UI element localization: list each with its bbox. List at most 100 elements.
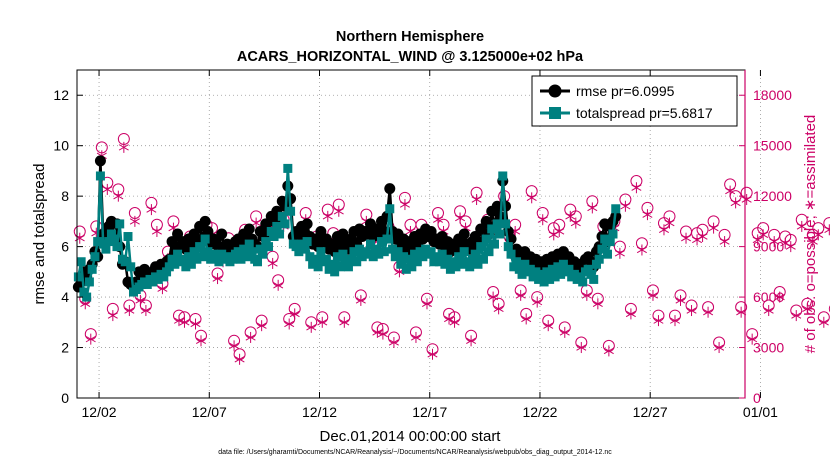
asterisk-stroke	[432, 216, 444, 223]
asterisk-stroke	[355, 297, 366, 304]
totalspread-point	[206, 254, 216, 264]
asterisk-stroke	[85, 335, 96, 343]
totalspread-point	[142, 279, 152, 289]
totalspread-point	[308, 259, 318, 269]
obs-assimilated-point	[85, 333, 96, 345]
asterisk-stroke	[796, 223, 807, 230]
totalspread-point	[412, 257, 422, 267]
rmse-point	[315, 225, 327, 237]
totalspread-point	[426, 247, 436, 257]
totalspread-point	[600, 234, 610, 244]
totalspread-point	[186, 259, 196, 269]
totalspread-point	[211, 252, 221, 262]
asterisk-stroke	[322, 213, 333, 220]
totalspread-point	[501, 219, 511, 229]
totalspread-point	[487, 224, 497, 234]
rmse-point	[425, 225, 437, 237]
obs-assimilated-point	[432, 214, 444, 226]
obs-assimilated-point	[124, 305, 135, 317]
totalspread-point	[109, 234, 119, 244]
obs-assimilated-point	[322, 210, 333, 222]
totalspread-point	[294, 247, 304, 257]
totalspread-point	[418, 252, 428, 262]
rmse-point	[243, 223, 255, 235]
rmse-point	[384, 183, 396, 195]
asterisk-stroke	[102, 186, 113, 193]
obs-assimilated-point	[488, 291, 499, 303]
asterisk-stroke	[151, 228, 162, 235]
obs-assimilated-point	[631, 182, 642, 194]
totalspread-point	[503, 242, 513, 252]
totalspread-point	[275, 229, 285, 239]
asterisk-stroke	[273, 282, 284, 289]
asterisk-stroke	[791, 312, 802, 319]
totalspread-point	[332, 252, 342, 262]
asterisk-stroke	[333, 208, 344, 215]
obs-assimilated-point	[714, 342, 725, 354]
totalspread-point	[310, 254, 320, 264]
asterisk-stroke	[603, 347, 614, 355]
totalspread-point	[429, 257, 439, 267]
totalspread-point	[214, 257, 224, 267]
obs-assimilated-point	[686, 305, 697, 317]
totalspread-point	[528, 272, 538, 282]
rmse-point	[172, 228, 184, 240]
obs-assimilated-point	[565, 210, 576, 222]
obs-assimilated-point	[581, 289, 592, 301]
obs-assimilated-point	[102, 183, 113, 195]
totalspread-point	[269, 232, 279, 242]
obs-assimilated-point	[173, 315, 184, 327]
asterisk-stroke	[587, 204, 598, 212]
obs-assimilated-point	[730, 197, 741, 209]
obs-assimilated-point	[267, 257, 278, 269]
totalspread-point	[456, 259, 466, 269]
rmse-point	[469, 231, 481, 243]
totalspread-point	[305, 252, 315, 262]
totalspread-point	[542, 267, 552, 277]
totalspread-point	[602, 249, 612, 259]
obs-assimilated-point	[653, 315, 664, 327]
y-left-tick-label: 4	[61, 289, 69, 305]
obs-assimilated-point	[245, 331, 256, 343]
asterisk-stroke	[388, 339, 399, 346]
asterisk-stroke	[576, 344, 587, 351]
totalspread-point	[434, 257, 444, 267]
totalspread-point	[525, 264, 535, 274]
totalspread-point	[536, 269, 546, 279]
y-left-tick-label: 2	[61, 340, 69, 356]
totalspread-point	[462, 257, 472, 267]
totalspread-point	[346, 254, 356, 264]
asterisk-stroke	[658, 226, 669, 233]
obs-assimilated-point	[559, 326, 570, 338]
totalspread-point	[217, 249, 227, 259]
totalspread-point	[514, 264, 524, 274]
y-right-tick-label: 0	[753, 390, 761, 406]
totalspread-point	[575, 272, 585, 282]
totalspread-point	[368, 252, 378, 262]
totalspread-point	[200, 234, 210, 244]
asterisk-stroke	[245, 334, 256, 341]
totalspread-point	[484, 247, 494, 257]
obs-assimilated-point	[620, 200, 631, 212]
asterisk-stroke	[405, 228, 416, 235]
totalspread-point	[377, 237, 387, 247]
obs-assimilated-point	[807, 236, 818, 248]
asterisk-stroke	[818, 319, 829, 326]
totalspread-point	[437, 249, 447, 259]
asterisk-stroke	[488, 293, 499, 301]
x-tick-label: 01/01	[743, 404, 778, 420]
totalspread-point	[104, 237, 114, 247]
asterisk-stroke	[339, 319, 350, 326]
asterisk-stroke	[543, 322, 554, 329]
asterisk-stroke	[173, 317, 184, 324]
totalspread-point	[321, 254, 331, 264]
totalspread-point	[286, 206, 296, 216]
asterisk-stroke	[636, 246, 647, 254]
asterisk-stroke	[824, 228, 830, 233]
totalspread-point	[255, 244, 265, 254]
obs-assimilated-point	[388, 336, 399, 348]
totalspread-point	[509, 262, 519, 272]
legend-rmse-marker	[548, 84, 562, 98]
obs-assimilated-point	[669, 315, 681, 327]
axis-ticks: 12/02 12/07 12/12 12/17 12/22 12/27 01/0102468…	[53, 70, 792, 420]
